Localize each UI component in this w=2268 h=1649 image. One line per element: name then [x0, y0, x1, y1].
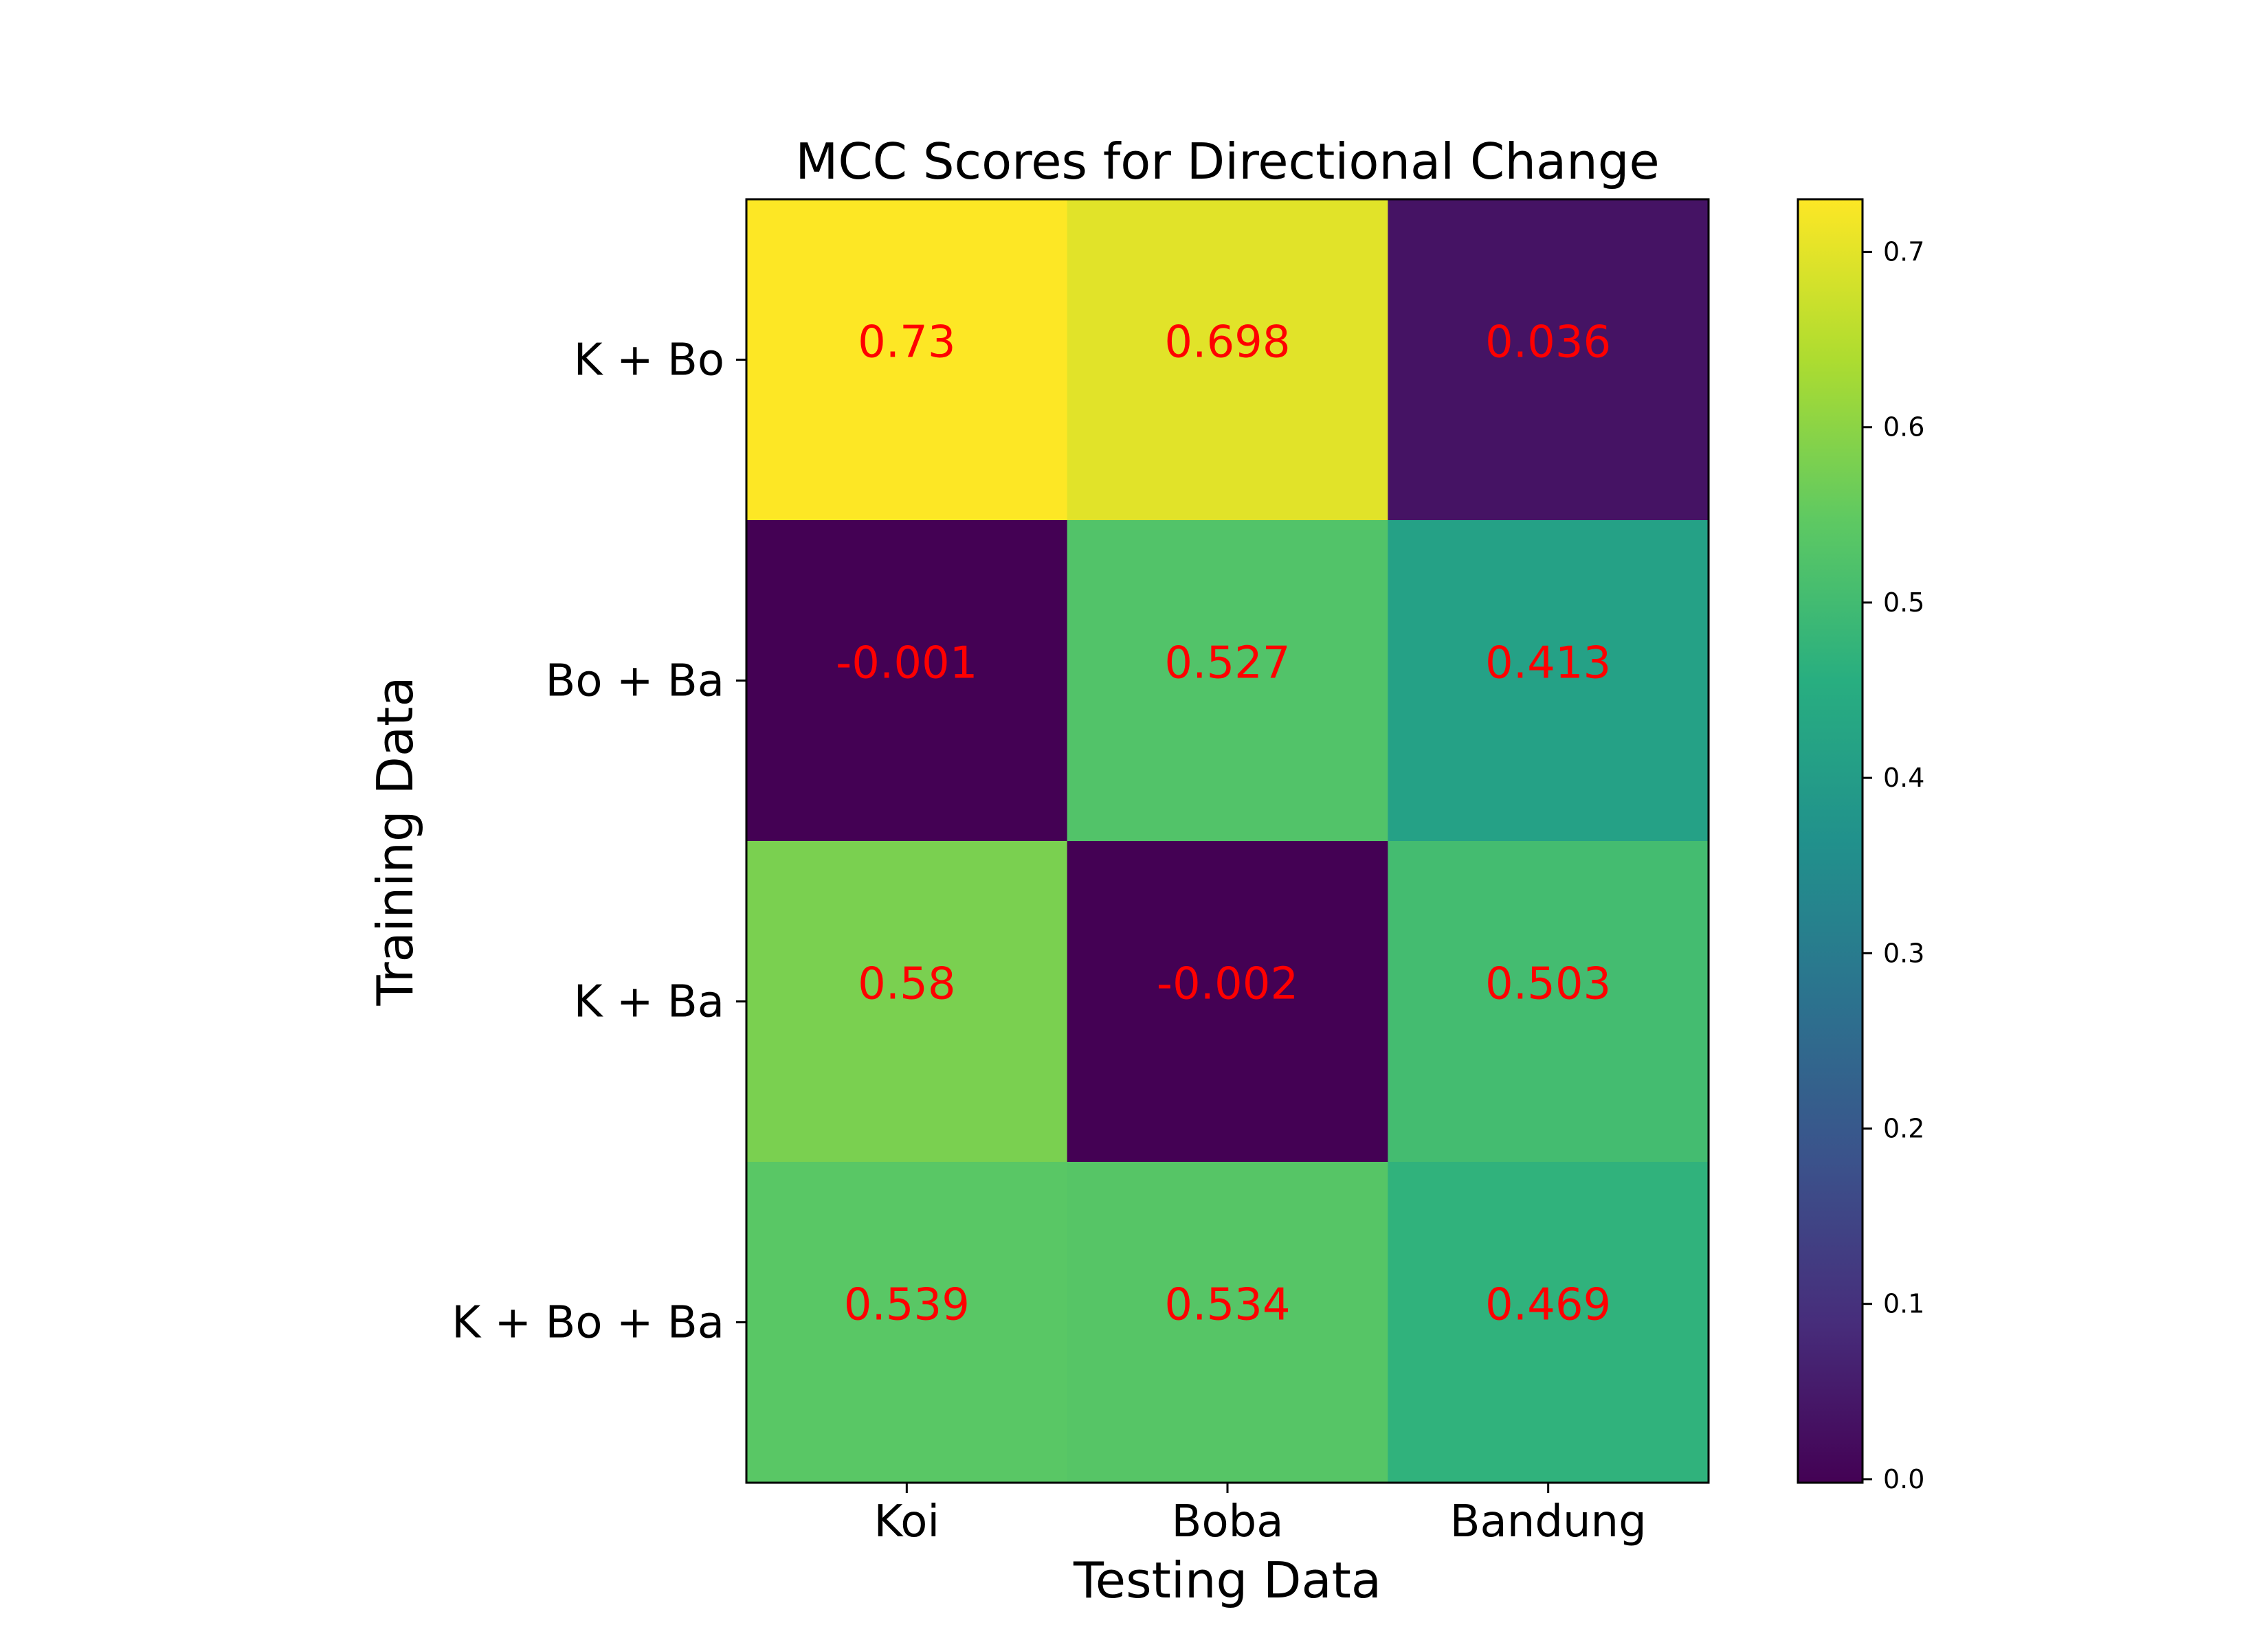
- cell-value-label: 0.503: [1485, 959, 1611, 1010]
- heatmap-cell: [1067, 199, 1388, 521]
- colorbar-tick-label: 0.0: [1883, 1464, 1924, 1494]
- cell-value-label: 0.534: [1164, 1280, 1290, 1331]
- y-axis-label: Training Data: [366, 677, 424, 1007]
- cell-value-label: -0.001: [836, 638, 977, 689]
- colorbar-tick-label: 0.1: [1883, 1289, 1924, 1319]
- heatmap-cell: [1067, 520, 1388, 842]
- colorbar-tick-label: 0.7: [1883, 237, 1924, 267]
- cell-value-label: 0.698: [1164, 317, 1290, 368]
- x-tick-label: Koi: [874, 1496, 940, 1547]
- colorbar-tick-label: 0.2: [1883, 1114, 1924, 1144]
- heatmap-cell: [1388, 199, 1709, 521]
- heatmap-cell: [1067, 841, 1388, 1163]
- colorbar-tick-label: 0.5: [1883, 587, 1924, 618]
- x-tick-label: Boba: [1172, 1496, 1284, 1547]
- cell-value-label: 0.539: [844, 1280, 970, 1331]
- heatmap-cells: [746, 199, 1709, 1483]
- colorbar-ticks: 0.0 0.1 0.2 0.3 0.4 0.5 0.6 0.7: [1863, 237, 1924, 1494]
- heatmap-cell: [1388, 1162, 1709, 1483]
- cell-value-label: 0.036: [1485, 317, 1611, 368]
- y-tick-label: K + Ba: [574, 977, 724, 1028]
- heatmap-cell-labels: 0.73 0.698 0.036 -0.001 0.527 0.413 0.58 -0.002…: [836, 317, 1611, 1331]
- y-tick-label: K + Bo + Ba: [452, 1298, 724, 1349]
- y-tick-label: K + Bo: [574, 335, 724, 386]
- y-tick-label: Bo + Ba: [546, 656, 725, 707]
- heatmap-cell: [1067, 1162, 1388, 1483]
- chart-title: MCC Scores for Directional Change: [795, 133, 1659, 190]
- colorbar-tick-label: 0.6: [1883, 412, 1924, 442]
- x-axis-label: Testing Data: [1073, 1551, 1381, 1609]
- colorbar: [1797, 198, 1864, 1484]
- x-axis: Koi Boba Bandung: [874, 1483, 1647, 1547]
- y-axis: K + Bo Bo + Ba K + Ba K + Bo + Ba: [452, 335, 746, 1349]
- colorbar-tick-label: 0.4: [1883, 763, 1924, 793]
- heatmap-cell: [746, 199, 1068, 521]
- cell-value-label: 0.73: [858, 317, 956, 368]
- heatmap-cell: [1388, 841, 1709, 1163]
- x-tick-label: Bandung: [1450, 1496, 1647, 1547]
- cell-value-label: 0.413: [1485, 638, 1611, 689]
- cell-value-label: 0.469: [1485, 1280, 1611, 1331]
- cell-value-label: 0.527: [1164, 638, 1290, 689]
- cell-value-label: 0.58: [858, 959, 956, 1010]
- heatmap-cell: [1388, 520, 1709, 842]
- heatmap-cell: [746, 520, 1068, 842]
- heatmap-cell: [746, 1162, 1068, 1483]
- cell-value-label: -0.002: [1157, 959, 1298, 1010]
- colorbar-tick-label: 0.3: [1883, 938, 1924, 968]
- heatmap-cell: [746, 841, 1068, 1163]
